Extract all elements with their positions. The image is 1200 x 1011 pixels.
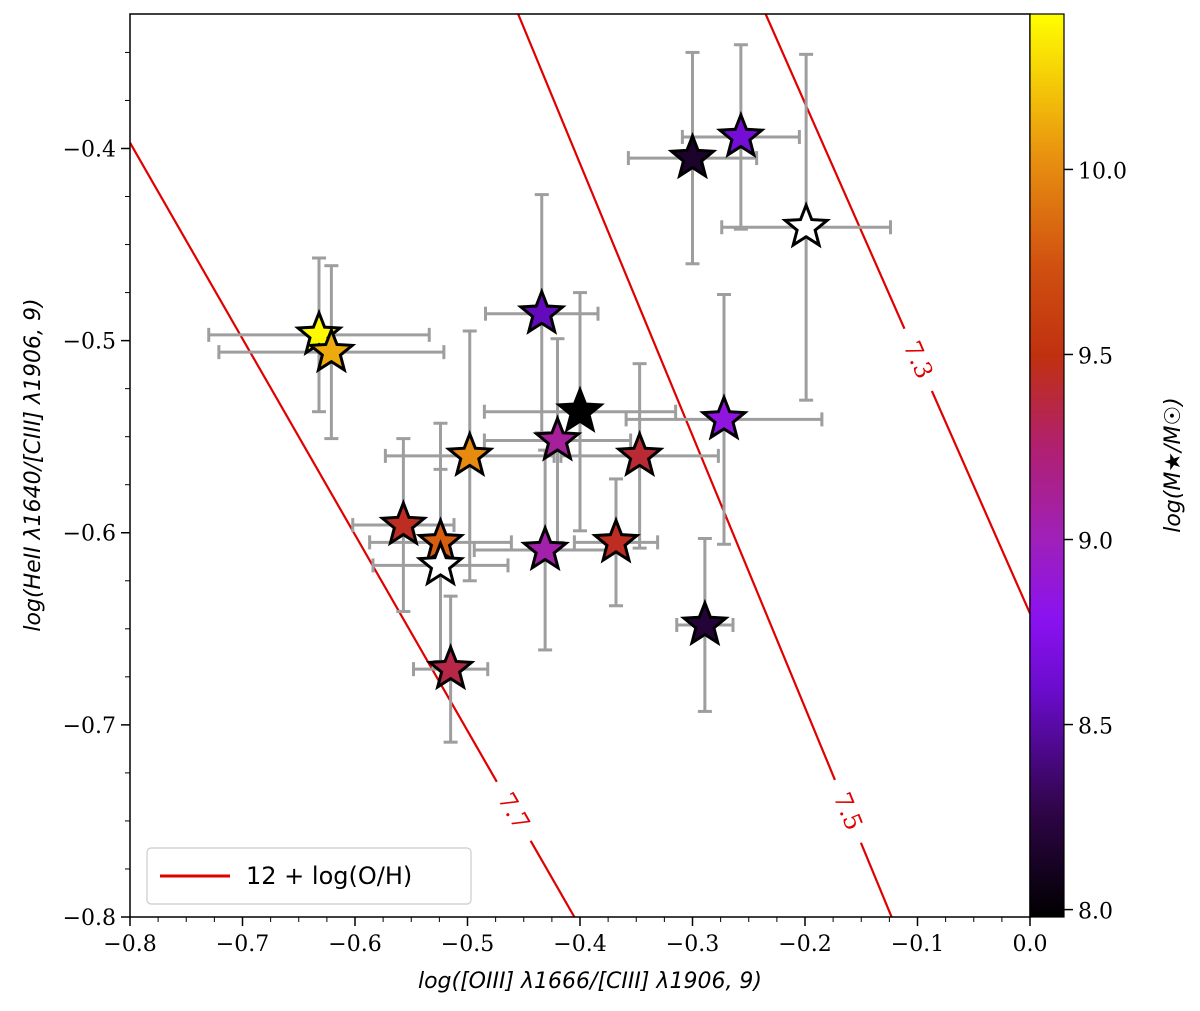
star-point-16 bbox=[680, 598, 730, 647]
x-tick-label-3: −0.5 bbox=[441, 932, 494, 957]
error-bars bbox=[207, 43, 892, 744]
star-point-2 bbox=[516, 287, 567, 335]
star-point-9 bbox=[444, 429, 495, 478]
contour-line-7.5-a bbox=[517, 14, 836, 781]
x-tick-label-7: −0.1 bbox=[891, 932, 944, 957]
contour-line-7.5-b bbox=[859, 842, 893, 917]
star-point-8 bbox=[532, 414, 583, 462]
y-tick-label-2: −0.6 bbox=[63, 522, 116, 547]
colorbar-tick-label-1: 8.5 bbox=[1078, 715, 1113, 740]
contour-line-7.3-a bbox=[764, 14, 906, 330]
star-point-13 bbox=[415, 539, 466, 587]
y-tick-label-0: −0.8 bbox=[63, 906, 116, 931]
x-axis-title: log([OIII] λ1666/[CIII] λ1906, 9) bbox=[418, 969, 762, 994]
star-point-6 bbox=[555, 385, 605, 433]
x-tick-label-5: −0.3 bbox=[666, 932, 719, 957]
star-point-14 bbox=[520, 523, 570, 572]
colorbar-ticks: 8.0 8.5 9.0 9.5 10.0 bbox=[1064, 159, 1127, 925]
star-point-7 bbox=[699, 393, 749, 441]
x-tick-label-4: −0.4 bbox=[553, 932, 606, 957]
contour-label-7.5: 7.5 bbox=[828, 788, 868, 834]
legend-box bbox=[146, 847, 472, 905]
star-point-10 bbox=[614, 429, 665, 478]
star-point-15 bbox=[591, 516, 641, 564]
contour-lines bbox=[130, 14, 1030, 917]
x-tick-label-1: −0.7 bbox=[216, 932, 269, 957]
star-point-4 bbox=[716, 110, 766, 159]
colorbar-tick-label-2: 9.0 bbox=[1078, 530, 1113, 555]
x-tick-label-8: 0.0 bbox=[1013, 932, 1048, 957]
contour-line-7.3-b bbox=[930, 390, 1030, 614]
y-axis-title: log(HeII λ1640/[CIII] λ1906, 9) bbox=[21, 298, 46, 631]
colorbar-tick-label-3: 9.5 bbox=[1078, 344, 1113, 369]
x-tick-label-6: −0.2 bbox=[778, 932, 831, 957]
x-axis: −0.8 −0.7 −0.6 −0.5 −0.4 −0.3 −0.2 −0.1 0.0 bbox=[103, 917, 1048, 957]
x-tick-label-2: −0.6 bbox=[328, 932, 381, 957]
contour-line-7.7-a bbox=[130, 142, 498, 783]
star-point-3 bbox=[667, 131, 718, 180]
y-tick-label-1: −0.7 bbox=[63, 714, 116, 739]
colorbar-tick-label-4: 10.0 bbox=[1078, 159, 1127, 184]
legend: 12 + log(O/H) bbox=[146, 847, 472, 905]
colorbar-title: log(M★/M☉) bbox=[1161, 397, 1186, 533]
colorbar: 8.0 8.5 9.0 9.5 10.0 log(M★/M☉) bbox=[1029, 13, 1186, 925]
legend-label: 12 + log(O/H) bbox=[246, 862, 412, 890]
star-point-5 bbox=[781, 201, 831, 249]
contour-line-7.7-b bbox=[529, 840, 576, 917]
star-point-11 bbox=[378, 498, 429, 547]
star-point-1 bbox=[306, 326, 357, 374]
y-tick-label-4: −0.4 bbox=[63, 137, 116, 162]
x-tick-label-0: −0.8 bbox=[103, 932, 156, 957]
y-axis: −0.8 −0.7 −0.6 −0.5 −0.4 bbox=[63, 51, 130, 931]
contour-label-7.3: 7.3 bbox=[898, 337, 939, 383]
y-tick-label-3: −0.5 bbox=[63, 330, 116, 355]
contour-label-7.7: 7.7 bbox=[492, 788, 535, 835]
data-points bbox=[294, 110, 831, 691]
star-point-17 bbox=[425, 643, 476, 691]
colorbar-gradient bbox=[1029, 13, 1065, 918]
colorbar-tick-label-0: 8.0 bbox=[1078, 900, 1113, 925]
